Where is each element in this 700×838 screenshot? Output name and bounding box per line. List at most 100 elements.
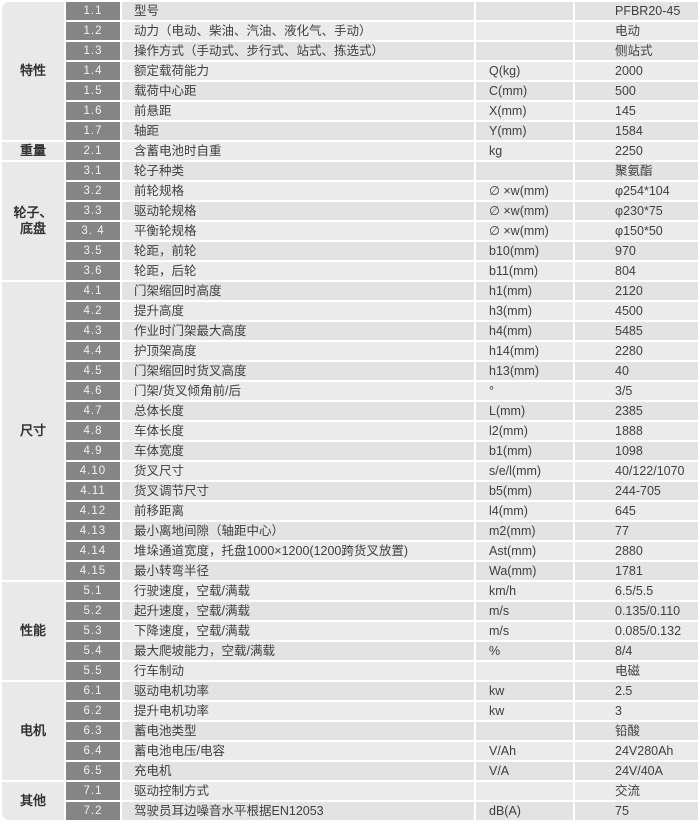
spec-description: 堆垛通道宽度，托盘1000×1200(1200跨货叉放置) — [122, 542, 474, 560]
row-number: 1.7 — [66, 122, 120, 140]
spec-value: φ150*50 — [575, 222, 698, 240]
table-row: 4.11 货叉调节尺寸 b5(mm) 244-705 — [2, 482, 698, 500]
spec-unit: Y(mm) — [476, 122, 573, 140]
spec-unit: Wa(mm) — [476, 562, 573, 580]
row-number: 3.6 — [66, 262, 120, 280]
row-number: 3.5 — [66, 242, 120, 260]
spec-value: 1098 — [575, 442, 698, 460]
table-row: 4.4 护顶架高度 h14(mm) 2280 — [2, 342, 698, 360]
spec-unit: V/Ah — [476, 742, 573, 760]
table-row: 5.5 行车制动 电磁 — [2, 662, 698, 680]
spec-value: 24V280Ah — [575, 742, 698, 760]
spec-description: 动力（电动、柴油、汽油、液化气、手动） — [122, 22, 474, 40]
spec-unit: h3(mm) — [476, 302, 573, 320]
spec-description: 门架/货叉倾角前/后 — [122, 382, 474, 400]
spec-unit — [476, 162, 573, 180]
spec-unit: L(mm) — [476, 402, 573, 420]
table-row: 4.2 提升高度 h3(mm) 4500 — [2, 302, 698, 320]
spec-description: 前轮规格 — [122, 182, 474, 200]
spec-table-body: 特性 1.1 型号 PFBR20-45 1.2 动力（电动、柴油、汽油、液化气、手动） 电动… — [2, 2, 698, 820]
spec-description: 蓄电池类型 — [122, 722, 474, 740]
category-label: 特性 — [2, 2, 64, 140]
spec-unit — [476, 22, 573, 40]
row-number: 4.7 — [66, 402, 120, 420]
spec-description: 驱动控制方式 — [122, 782, 474, 800]
spec-description: 提升电机功率 — [122, 702, 474, 720]
row-number: 4.14 — [66, 542, 120, 560]
spec-value: 75 — [575, 802, 698, 820]
spec-unit: m2(mm) — [476, 522, 573, 540]
category-label: 其他 — [2, 782, 64, 820]
row-number: 1.3 — [66, 42, 120, 60]
table-row: 6.4 蓄电池电压/电容 V/Ah 24V280Ah — [2, 742, 698, 760]
spec-unit: V/A — [476, 762, 573, 780]
row-number: 5.1 — [66, 582, 120, 600]
row-number: 4.1 — [66, 282, 120, 300]
row-number: 4.6 — [66, 382, 120, 400]
spec-description: 最小离地间隙（轴距中心） — [122, 522, 474, 540]
spec-value: 聚氨酯 — [575, 162, 698, 180]
spec-unit: b1(mm) — [476, 442, 573, 460]
row-number: 6.3 — [66, 722, 120, 740]
table-row: 电机 6.1 驱动电机功率 kw 2.5 — [2, 682, 698, 780]
spec-description: 货叉尺寸 — [122, 462, 474, 480]
row-number: 6.4 — [66, 742, 120, 760]
spec-unit — [476, 662, 573, 680]
table-row: 3.5 轮距，前轮 b10(mm) 970 — [2, 242, 698, 260]
table-row: 3.3 驱动轮规格 ∅ ×w(mm) φ230*75 — [2, 202, 698, 220]
spec-unit: b5(mm) — [476, 482, 573, 500]
spec-description: 蓄电池电压/电容 — [122, 742, 474, 760]
spec-unit: Ast(mm) — [476, 542, 573, 560]
spec-value: φ254*104 — [575, 182, 698, 200]
table-row: 3. 4 平衡轮规格 ∅ ×w(mm) φ150*50 — [2, 222, 698, 240]
spec-description: 驾驶员耳边噪音水平根据EN12053 — [122, 802, 474, 820]
table-row: 1.2 动力（电动、柴油、汽油、液化气、手动） 电动 — [2, 22, 698, 40]
spec-unit: h1(mm) — [476, 282, 573, 300]
spec-unit: ° — [476, 382, 573, 400]
spec-value: 5485 — [575, 322, 698, 340]
category-label: 尺寸 — [2, 282, 64, 580]
table-row: 4.13 最小离地间隙（轴距中心） m2(mm) 77 — [2, 522, 698, 540]
category-label: 重量 — [2, 142, 64, 160]
spec-value: 2120 — [575, 282, 698, 300]
row-number: 3.3 — [66, 202, 120, 220]
table-row: 5.3 下降速度，空载/满载 m/s 0.085/0.132 — [2, 622, 698, 640]
row-number: 1.2 — [66, 22, 120, 40]
spec-value: 77 — [575, 522, 698, 540]
row-number: 4.2 — [66, 302, 120, 320]
spec-unit: km/h — [476, 582, 573, 600]
spec-description: 门架缩回时货叉高度 — [122, 362, 474, 380]
spec-description: 最小转弯半径 — [122, 562, 474, 580]
table-row: 5.2 起升速度，空载/满载 m/s 0.135/0.110 — [2, 602, 698, 620]
spec-unit: b11(mm) — [476, 262, 573, 280]
spec-description: 车体长度 — [122, 422, 474, 440]
table-row: 6.5 充电机 V/A 24V/40A — [2, 762, 698, 780]
spec-description: 总体长度 — [122, 402, 474, 420]
row-number: 1.4 — [66, 62, 120, 80]
spec-value: 1781 — [575, 562, 698, 580]
table-row: 7.2 驾驶员耳边噪音水平根据EN12053 dB(A) 75 — [2, 802, 698, 820]
spec-description: 前悬距 — [122, 102, 474, 120]
spec-unit: h14(mm) — [476, 342, 573, 360]
spec-description: 起升速度，空载/满载 — [122, 602, 474, 620]
spec-unit: Q(kg) — [476, 62, 573, 80]
row-number: 7.2 — [66, 802, 120, 820]
row-number: 4.12 — [66, 502, 120, 520]
spec-value: 侧站式 — [575, 42, 698, 60]
spec-value: 0.085/0.132 — [575, 622, 698, 640]
row-number: 5.2 — [66, 602, 120, 620]
spec-description: 下降速度，空载/满载 — [122, 622, 474, 640]
table-row: 4.6 门架/货叉倾角前/后 ° 3/5 — [2, 382, 698, 400]
spec-value: 40/122/1070 — [575, 462, 698, 480]
table-row: 特性 1.1 型号 PFBR20-45 — [2, 2, 698, 140]
spec-value: 804 — [575, 262, 698, 280]
spec-unit: dB(A) — [476, 802, 573, 820]
row-number: 3. 4 — [66, 222, 120, 240]
spec-value: 500 — [575, 82, 698, 100]
spec-value: 2000 — [575, 62, 698, 80]
row-number: 4.10 — [66, 462, 120, 480]
spec-description: 操作方式（手动式、步行式、站式、拣选式） — [122, 42, 474, 60]
spec-unit: X(mm) — [476, 102, 573, 120]
spec-description: 前移距离 — [122, 502, 474, 520]
